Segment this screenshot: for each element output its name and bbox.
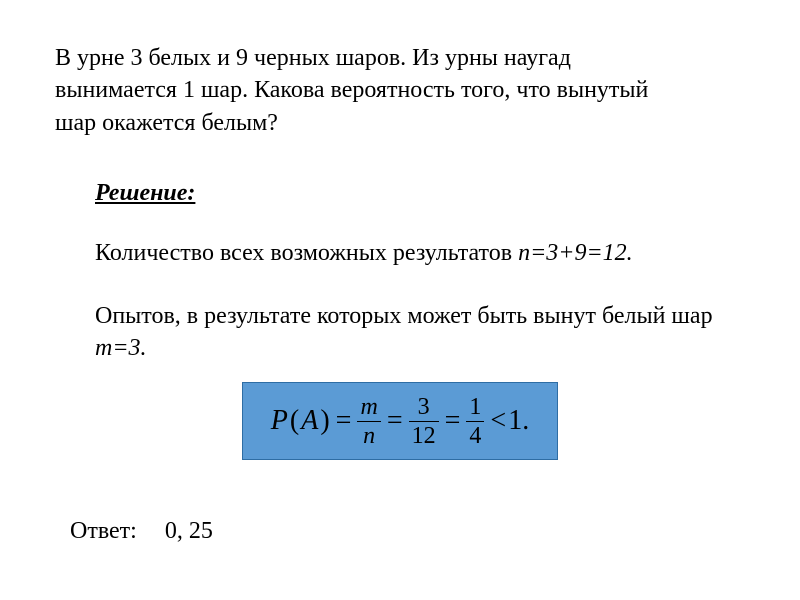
frac2-bar [409, 421, 439, 422]
answer: Ответ: 0, 25 [70, 518, 213, 545]
answer-label: Ответ: [70, 518, 137, 544]
formula-rparen: ) [320, 405, 329, 437]
frac2-den: 12 [409, 424, 439, 448]
formula-lparen: ( [290, 405, 299, 437]
frac3-den: 4 [466, 424, 484, 448]
frac3-num: 1 [466, 395, 484, 419]
answer-value: 0, 25 [165, 518, 213, 544]
frac1-bar [357, 421, 380, 422]
frac2-num: 3 [415, 395, 433, 419]
solution-line-1: Количество всех возможных результатов n=… [95, 240, 715, 267]
formula-lt: < [490, 405, 506, 437]
solution-line-2: Опытов, в результате которых может быть … [95, 300, 715, 365]
line1-expression: n=3+9=12. [518, 240, 633, 266]
formula-eq2: = [387, 405, 403, 437]
slide: В урне 3 белых и 9 черных шаров. Из урны… [0, 0, 800, 600]
formula-eq3: = [445, 405, 461, 437]
frac1-den: n [360, 424, 378, 448]
formula-P: P [271, 405, 288, 437]
problem-text: В урне 3 белых и 9 черных шаров. Из урны… [55, 42, 695, 139]
line2-expression: m=3. [95, 335, 147, 361]
solution-heading: Решение: [95, 180, 195, 207]
formula-one: 1. [508, 405, 529, 437]
formula-eq1: = [336, 405, 352, 437]
frac1-num: m [357, 395, 380, 419]
formula-box: P ( A ) = m n = 3 12 = 1 4 < 1. [242, 382, 558, 460]
fraction-m-n: m n [357, 395, 380, 448]
line2-prefix: Опытов, в результате которых может быть … [95, 303, 713, 329]
formula-A: A [301, 405, 318, 437]
fraction-3-12: 3 12 [409, 395, 439, 448]
probability-formula: P ( A ) = m n = 3 12 = 1 4 < 1. [271, 395, 529, 448]
frac3-bar [466, 421, 484, 422]
fraction-1-4: 1 4 [466, 395, 484, 448]
line1-prefix: Количество всех возможных результатов [95, 240, 518, 266]
